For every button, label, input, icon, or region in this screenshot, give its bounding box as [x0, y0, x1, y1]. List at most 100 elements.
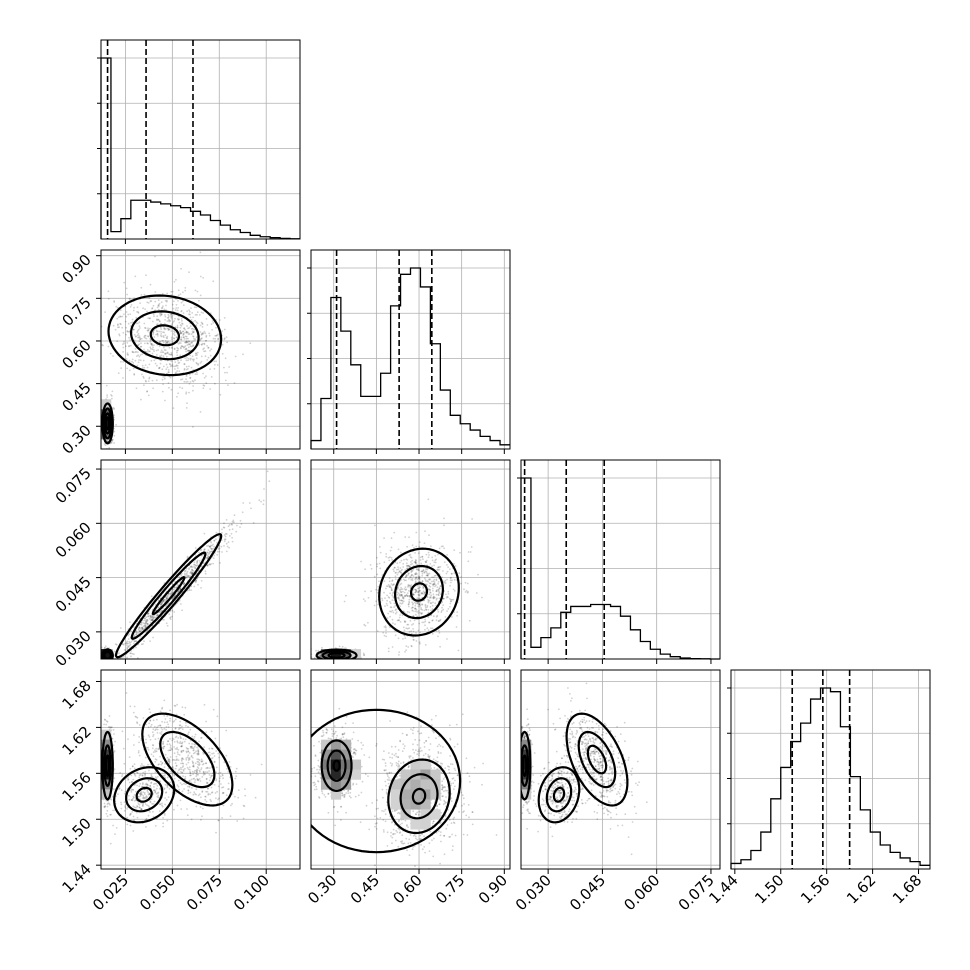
sample-point [121, 643, 124, 645]
sample-point [157, 299, 160, 302]
sample-point [103, 806, 106, 809]
sample-point [160, 602, 163, 604]
histogram-step-line [520, 477, 720, 660]
sample-point [178, 754, 181, 756]
sample-point [101, 671, 103, 673]
sample-point [126, 648, 129, 650]
sample-point [136, 355, 138, 358]
sample-point [172, 738, 175, 741]
sample-point [190, 781, 193, 784]
sample-point [178, 599, 181, 602]
sample-point [133, 373, 136, 376]
sample-point [176, 758, 178, 760]
sample-point [162, 599, 165, 601]
sample-point [109, 453, 111, 455]
sample-point [183, 782, 185, 785]
sample-point [154, 738, 157, 741]
sample-point [193, 791, 196, 794]
sample-point [223, 328, 226, 331]
sample-point [109, 660, 111, 662]
sample-point [167, 340, 170, 343]
sample-point [209, 368, 212, 370]
sample-point [192, 389, 194, 392]
sample-point [146, 783, 149, 786]
sample-point [216, 790, 219, 793]
sample-point [155, 782, 158, 785]
sample-point [167, 749, 170, 752]
sample-point [167, 767, 170, 770]
sample-point [163, 331, 166, 334]
sample-point [159, 341, 161, 344]
sample-point [125, 311, 128, 313]
sample-point [103, 802, 106, 805]
sample-point [197, 364, 200, 366]
sample-point [157, 748, 160, 751]
sample-point [161, 292, 164, 295]
sample-point [200, 355, 203, 358]
sample-point [103, 718, 106, 721]
sample-point [173, 720, 176, 722]
sample-point [134, 715, 137, 718]
sample-point [184, 357, 187, 359]
sample-point [200, 321, 203, 324]
sample-point [215, 797, 217, 800]
contour-line [103, 412, 112, 435]
sample-point [201, 791, 204, 793]
sample-point [184, 328, 187, 331]
sample-point [166, 597, 169, 600]
sample-point [221, 773, 224, 776]
sample-point [107, 660, 109, 662]
sample-point [166, 715, 169, 717]
sample-point [140, 345, 143, 348]
sample-point [142, 359, 145, 362]
sample-point [175, 759, 178, 762]
sample-point [156, 613, 159, 616]
sample-point [193, 745, 196, 748]
sample-point [201, 326, 204, 328]
sample-point [191, 566, 194, 569]
sample-point [227, 770, 230, 773]
sample-point [109, 661, 111, 663]
sample-point [133, 806, 136, 809]
sample-point [190, 565, 192, 568]
sample-point [167, 594, 169, 597]
sample-point [201, 333, 204, 335]
sample-point [181, 319, 183, 322]
sample-point [211, 550, 213, 553]
sample-point [76, 710, 78, 712]
sample-point [165, 300, 168, 303]
sample-point [152, 810, 154, 813]
sample-point [137, 344, 140, 347]
sample-point [181, 609, 184, 612]
sample-point [195, 324, 198, 326]
sample-point [167, 726, 170, 728]
sample-point [128, 644, 131, 647]
sample-point [176, 326, 179, 329]
sample-point [151, 618, 154, 621]
y-tick-label: 0.060 [52, 518, 95, 561]
sample-point [203, 343, 206, 346]
sample-point [181, 728, 184, 731]
sample-point [182, 345, 185, 348]
sample-point [162, 600, 164, 602]
sample-point [185, 391, 188, 394]
sample-point [113, 733, 115, 735]
sample-point [107, 726, 110, 728]
sample-point [192, 331, 195, 334]
sample-point [147, 784, 149, 787]
sample-point [163, 308, 166, 311]
x-tick-label: 1.62 [843, 871, 879, 907]
sample-point [176, 318, 179, 320]
sample-point [107, 802, 110, 805]
sample-point [169, 616, 172, 618]
sample-point [206, 556, 209, 559]
sample-point [156, 335, 159, 337]
sample-point [206, 564, 209, 567]
sample-point [121, 661, 123, 663]
sample-point [108, 802, 111, 805]
sample-point [157, 599, 160, 602]
sample-point [175, 371, 178, 374]
sample-point [96, 316, 98, 318]
sample-point [165, 336, 168, 339]
sample-point [175, 587, 178, 589]
